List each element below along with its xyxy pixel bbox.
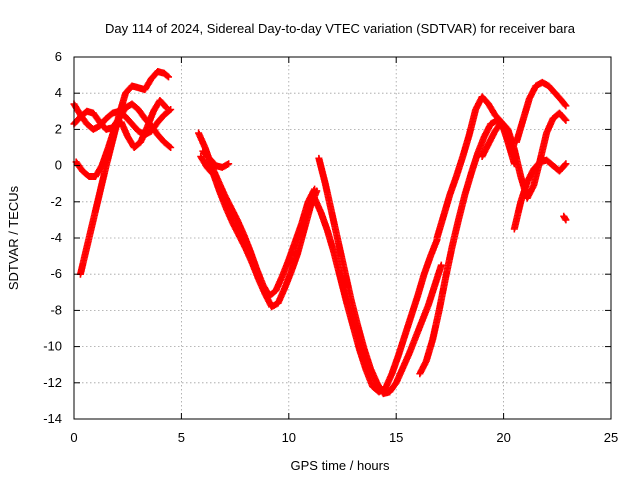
series-track-9 xyxy=(315,154,445,398)
data-marks xyxy=(70,67,570,398)
series-track-14 xyxy=(510,156,570,233)
data-point xyxy=(562,160,570,168)
chart-title: Day 114 of 2024, Sidereal Day-to-day VTE… xyxy=(105,21,576,36)
data-point xyxy=(561,115,569,123)
data-point xyxy=(437,261,445,269)
x-tick-label: 5 xyxy=(178,430,185,445)
y-tick-label: 4 xyxy=(55,85,62,100)
x-tick-label: 15 xyxy=(389,430,403,445)
y-tick-label: -2 xyxy=(50,194,62,209)
y-tick-label: 0 xyxy=(55,158,62,173)
data-point xyxy=(562,216,570,224)
y-tick-label: -8 xyxy=(50,302,62,317)
data-point xyxy=(313,187,321,195)
series-track-4 xyxy=(76,67,173,278)
y-tick-label: -4 xyxy=(50,230,62,245)
x-tick-label: 10 xyxy=(282,430,296,445)
y-tick-label: -14 xyxy=(43,411,62,426)
x-tick-label: 25 xyxy=(604,430,618,445)
data-point xyxy=(165,73,173,81)
data-point xyxy=(562,116,570,124)
y-tick-label: -6 xyxy=(50,266,62,281)
y-tick-label: -10 xyxy=(43,339,62,354)
series-track-10 xyxy=(416,116,514,378)
data-point xyxy=(561,101,569,109)
y-axis-label: SDTVAR / TECUs xyxy=(6,185,21,290)
series-track-13 xyxy=(512,78,570,146)
x-tick-label: 20 xyxy=(496,430,510,445)
data-point xyxy=(161,103,169,111)
axis-ticks: 0 5 10 15 20 25 -14 -12 -10 -8 -6 -4 -2 0 2 4 6 xyxy=(43,49,618,445)
y-tick-label: 6 xyxy=(55,49,62,64)
x-tick-label: 0 xyxy=(70,430,77,445)
y-tick-label: 2 xyxy=(55,121,62,136)
data-point xyxy=(163,72,171,80)
data-point xyxy=(167,105,175,113)
data-point xyxy=(561,161,569,169)
data-point xyxy=(166,143,174,151)
series-track-15 xyxy=(560,212,570,224)
series-track-7 xyxy=(199,147,233,171)
x-axis-label: GPS time / hours xyxy=(291,458,390,473)
series-track-3 xyxy=(72,96,170,180)
data-point xyxy=(562,102,570,110)
y-tick-label: -12 xyxy=(43,375,62,390)
data-point xyxy=(167,144,175,151)
data-point xyxy=(162,104,170,112)
data-point xyxy=(225,160,233,168)
series-track-6 xyxy=(197,153,321,311)
